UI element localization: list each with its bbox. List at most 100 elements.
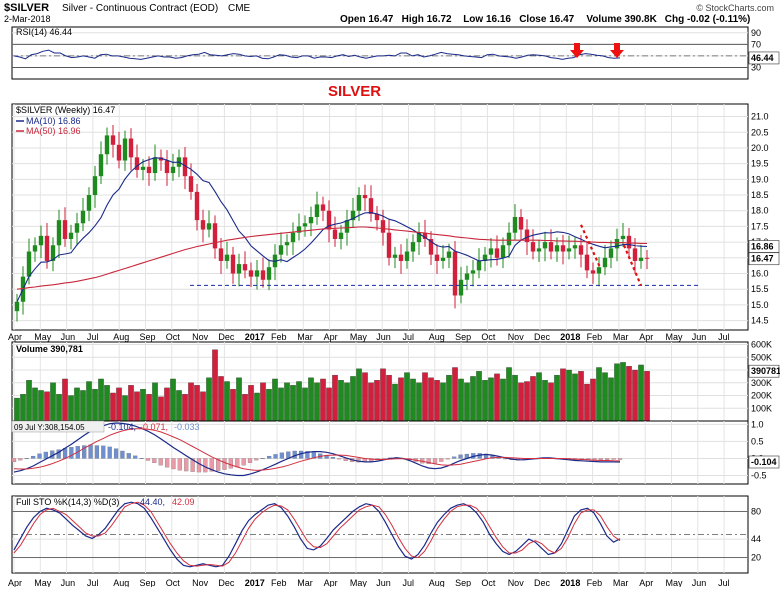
volume-bar (98, 378, 104, 422)
volume-tick-label: 300K (751, 378, 772, 388)
chart-title-annotation: SILVER (328, 83, 381, 100)
candle-body (278, 245, 284, 255)
month-label: Mar (613, 332, 629, 342)
month-label: Nov (192, 332, 209, 342)
volume-panel: 100K200K300K400K500K600KVolume 390,78139… (11, 340, 780, 422)
volume-bar (434, 380, 440, 422)
volume-bar (476, 371, 482, 422)
macd-histogram-bar (158, 458, 163, 466)
candle-body (290, 232, 296, 243)
candle-body (452, 251, 458, 296)
price-tick-label: 19.5 (751, 159, 769, 169)
macd-histogram-bar (305, 451, 310, 459)
annotations-layer (570, 43, 643, 286)
candle-body (638, 257, 644, 261)
volume-bar (458, 378, 464, 422)
price-tick-label: 16.0 (751, 269, 769, 279)
month-label: Mar (297, 332, 313, 342)
price-tick-label: 17.5 (751, 221, 769, 231)
candle-body (32, 245, 38, 252)
candle-body (326, 210, 332, 230)
month-label: Sep (140, 332, 156, 342)
ohlc-low: Low 16.16 (463, 14, 511, 25)
candle-body (494, 248, 500, 258)
month-label: Oct (481, 332, 496, 342)
exchange-label: CME (228, 3, 251, 14)
volume-bar (290, 385, 296, 422)
macd-histogram-bar (113, 448, 119, 459)
candle-body (512, 217, 518, 233)
ohlc-row: Open 16.47 High 16.72 Low 16.16 Close 16.47… (340, 14, 750, 25)
candle-body (572, 245, 578, 249)
month-label-bottom: Nov (508, 578, 525, 587)
candle-body (548, 242, 554, 252)
candle-body (620, 235, 626, 239)
candle-body (314, 204, 320, 217)
candle-body (488, 248, 494, 255)
month-label-bottom: 2018 (560, 578, 580, 587)
candle-body (602, 257, 608, 268)
volume-bar (158, 396, 164, 422)
volume-bar (110, 392, 116, 422)
volume-bar (554, 374, 560, 422)
macd-histogram-bar (145, 458, 151, 461)
macd-tick-label: -0.5 (751, 470, 767, 480)
macd-signal-line (13, 428, 621, 471)
volume-bar (368, 382, 374, 422)
candle-body (128, 138, 134, 158)
price-tick-label: 14.5 (751, 316, 769, 326)
volume-bar (170, 378, 176, 422)
candle-body (182, 157, 188, 177)
volume-bar (512, 374, 518, 422)
rsi-value-tag: 46.44 (751, 53, 774, 63)
volume-bar (374, 380, 380, 422)
volume-bar (404, 372, 410, 422)
macd-histogram-bar (139, 458, 144, 459)
candle-body (308, 217, 314, 224)
macd-histogram-bar (94, 445, 100, 459)
rsi-line (13, 49, 621, 60)
month-label-bottom: Dec (218, 578, 235, 587)
candle-body (368, 198, 374, 214)
macd-histogram-bar (69, 447, 74, 459)
volume-bar (500, 378, 506, 422)
ohlc-close: Close 16.47 (519, 14, 574, 25)
candle-body (518, 217, 524, 230)
candle-body (560, 245, 566, 252)
price-legend: $SILVER (Weekly) 16.47 (16, 105, 115, 115)
candle-body (44, 235, 50, 261)
macd-histogram-bar (152, 458, 157, 463)
candle-body (170, 166, 176, 174)
volume-tick-label: 100K (751, 403, 772, 413)
month-label: Jun (376, 332, 391, 342)
macd-histogram-bar (605, 458, 610, 460)
volume-bar (242, 394, 248, 422)
macd-histogram-bar (254, 458, 259, 461)
ma10-line (16, 157, 648, 303)
candle-body (458, 279, 464, 296)
volume-bar (488, 377, 494, 422)
volume-bar (314, 382, 320, 422)
candle-body (530, 242, 536, 252)
price-tick-label: 21.0 (751, 112, 769, 122)
month-label-bottom: Feb (587, 578, 603, 587)
candle-body (566, 248, 572, 252)
price-panel: 14.515.015.516.016.517.017.518.018.519.0… (8, 103, 780, 588)
volume-bar (524, 381, 530, 422)
macd-histogram-bar (184, 458, 189, 472)
candle-body (584, 254, 590, 271)
candle-body (188, 176, 194, 192)
volume-bar (14, 397, 20, 422)
volume-value-tag: 390781 (751, 366, 780, 376)
volume-bar (230, 388, 236, 422)
candle-body (350, 210, 356, 221)
macd-histogram-bar (43, 451, 48, 459)
candle-body (632, 248, 638, 261)
candle-body (92, 176, 98, 196)
macd-histogram-bar (273, 454, 278, 459)
price-tick-label: 15.5 (751, 284, 769, 294)
candle-body (284, 242, 290, 246)
candle-body (380, 220, 386, 233)
volume-bar (122, 395, 128, 422)
candle-body (398, 254, 404, 261)
